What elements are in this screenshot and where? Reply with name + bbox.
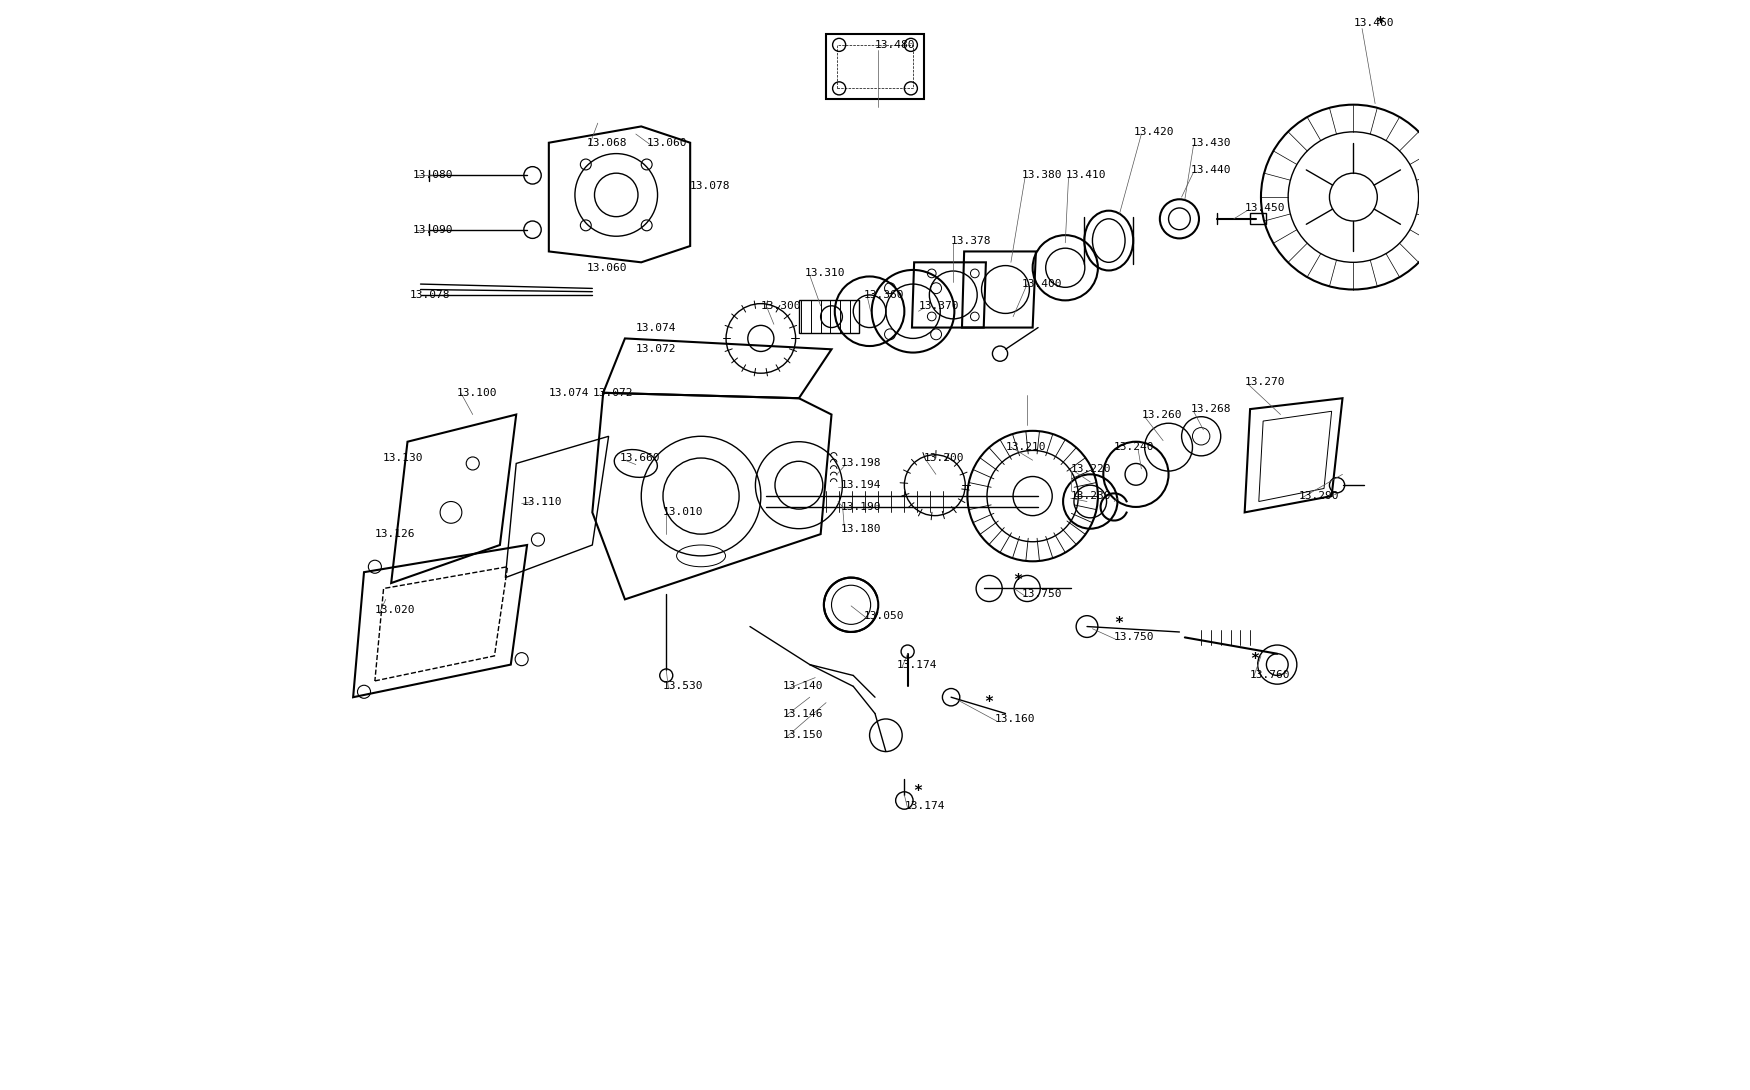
Text: 13.140: 13.140	[782, 681, 822, 691]
Text: 13.078: 13.078	[410, 290, 450, 300]
Text: 13.440: 13.440	[1190, 165, 1230, 174]
Text: 13.660: 13.660	[620, 453, 660, 463]
Text: 13.400: 13.400	[1022, 279, 1062, 289]
Text: 13.080: 13.080	[413, 170, 453, 180]
Text: 13.268: 13.268	[1190, 404, 1230, 414]
Text: 13.760: 13.760	[1250, 670, 1290, 680]
Text: 13.072: 13.072	[635, 344, 676, 354]
Text: *: *	[1013, 573, 1022, 589]
Text: 13.078: 13.078	[690, 181, 732, 191]
Text: 13.194: 13.194	[840, 481, 880, 490]
Text: 13.100: 13.100	[457, 388, 497, 398]
Text: 13.460: 13.460	[1353, 19, 1395, 28]
Text: 13.068: 13.068	[586, 137, 628, 148]
Text: 13.180: 13.180	[840, 523, 880, 534]
Text: 13.270: 13.270	[1244, 377, 1284, 387]
Text: 13.240: 13.240	[1115, 443, 1155, 452]
Text: 13.174: 13.174	[905, 801, 945, 811]
Text: 13.220: 13.220	[1071, 464, 1111, 474]
Text: 13.126: 13.126	[374, 529, 415, 540]
Text: 13.160: 13.160	[994, 714, 1034, 724]
Text: 13.130: 13.130	[383, 453, 424, 463]
Text: 13.074: 13.074	[635, 323, 676, 332]
Text: 13.750: 13.750	[1022, 589, 1062, 598]
Text: 13.750: 13.750	[1115, 632, 1155, 642]
Text: 13.420: 13.420	[1134, 126, 1174, 137]
Bar	[800, 301, 859, 332]
Text: 13.060: 13.060	[648, 137, 688, 148]
Text: 13.050: 13.050	[864, 610, 905, 620]
Text: 13.530: 13.530	[663, 681, 704, 691]
Text: 13.260: 13.260	[1141, 410, 1181, 420]
Text: 13.090: 13.090	[413, 225, 453, 234]
Text: 13.480: 13.480	[875, 40, 915, 50]
Bar	[1250, 214, 1267, 225]
Text: *: *	[1115, 616, 1124, 631]
Text: *: *	[914, 785, 922, 799]
Text: 13.360: 13.360	[864, 290, 905, 300]
Text: 13.210: 13.210	[1006, 443, 1046, 452]
Text: 13.146: 13.146	[782, 708, 822, 718]
Text: 13.310: 13.310	[805, 268, 845, 278]
Text: 13.010: 13.010	[663, 507, 704, 518]
Text: *: *	[1376, 15, 1384, 31]
Text: 13.072: 13.072	[592, 388, 634, 398]
Text: 13.300: 13.300	[761, 301, 802, 311]
Text: 13.200: 13.200	[924, 453, 964, 463]
Text: 13.150: 13.150	[782, 730, 822, 740]
Text: 13.430: 13.430	[1190, 137, 1230, 148]
Text: 13.450: 13.450	[1244, 203, 1284, 213]
Text: 13.110: 13.110	[522, 497, 562, 507]
Text: 13.410: 13.410	[1066, 170, 1106, 180]
Text: 13.290: 13.290	[1298, 492, 1339, 501]
Text: 13.380: 13.380	[1022, 170, 1062, 180]
Text: 13.370: 13.370	[919, 301, 959, 311]
Text: 13.190: 13.190	[840, 502, 880, 512]
Text: 13.060: 13.060	[586, 263, 628, 272]
Text: 13.198: 13.198	[840, 459, 880, 469]
Text: *: *	[1250, 652, 1260, 667]
Text: 13.174: 13.174	[896, 659, 938, 669]
Text: 13.020: 13.020	[374, 605, 415, 615]
Text: 13.378: 13.378	[950, 235, 992, 245]
Text: 13.074: 13.074	[550, 388, 590, 398]
Text: *: *	[984, 695, 992, 711]
Text: 13.230: 13.230	[1071, 492, 1111, 501]
